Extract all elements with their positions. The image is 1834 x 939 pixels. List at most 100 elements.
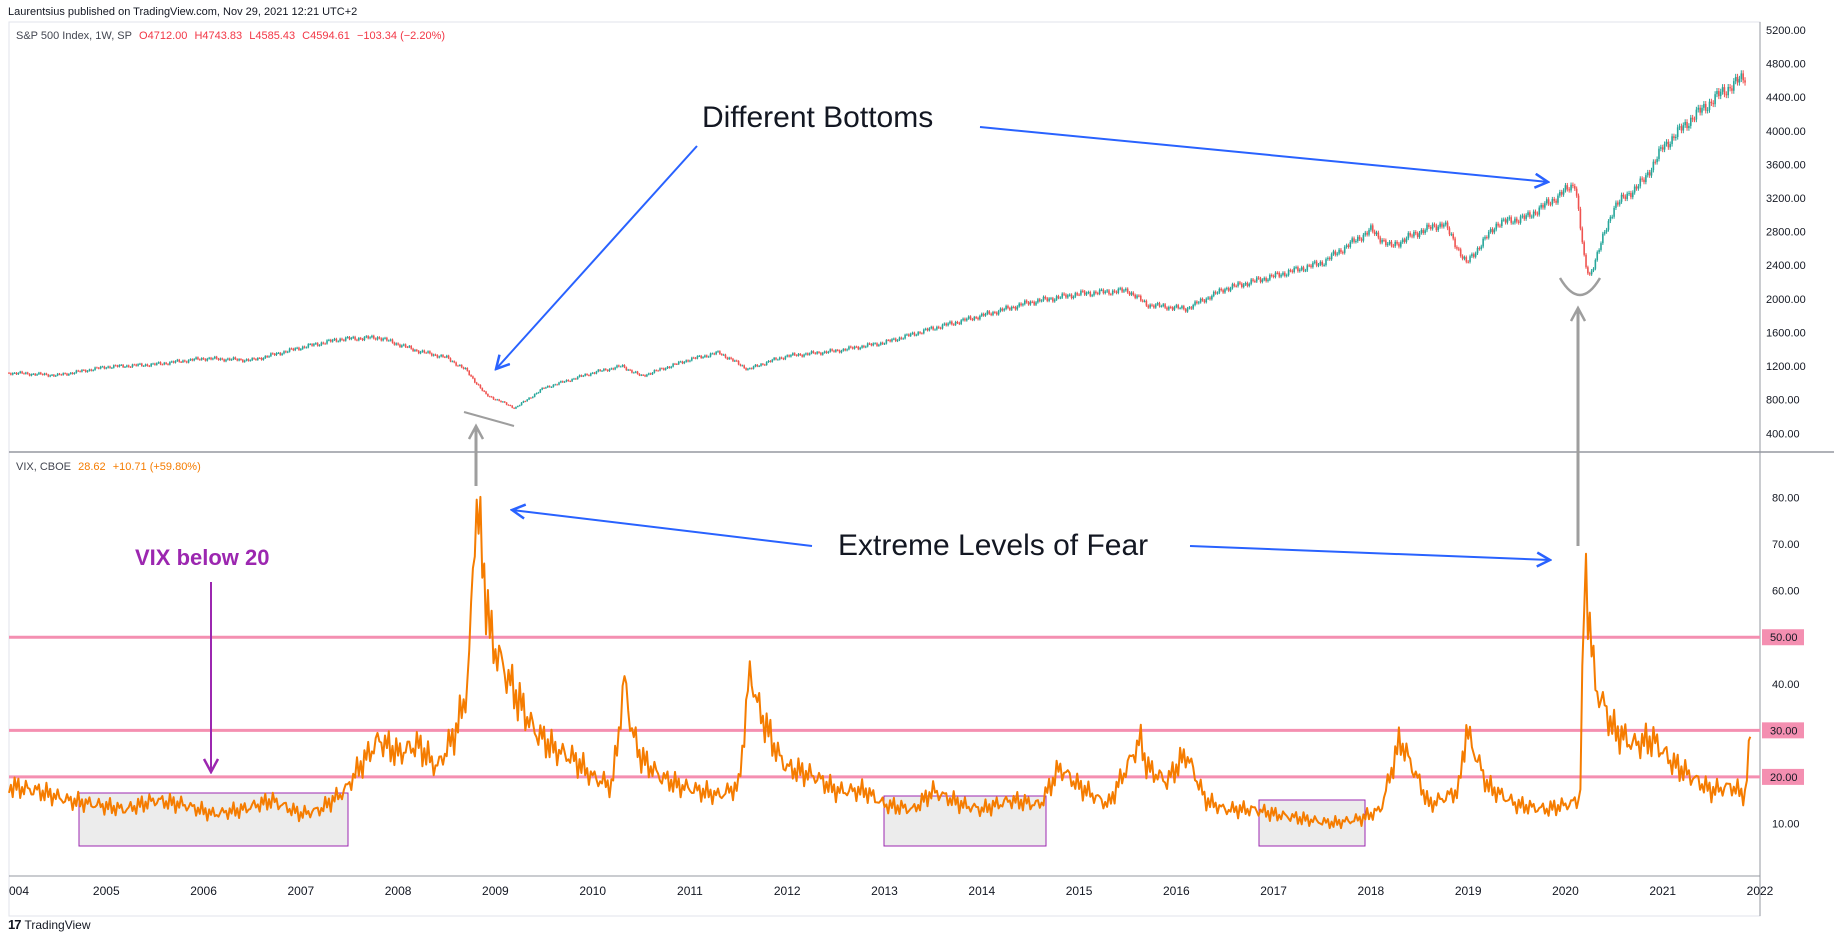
sp500-candle	[855, 346, 858, 348]
sp500-candle	[1388, 241, 1391, 244]
sp500-candle	[1029, 301, 1032, 305]
sp500-candle	[43, 373, 46, 375]
sp500-candle	[1585, 254, 1587, 268]
sp500-candle	[1555, 200, 1557, 203]
sp500-candle	[1132, 292, 1135, 295]
sp500-candle	[520, 402, 523, 406]
sp500-candle	[1721, 87, 1724, 92]
sp500-candle	[1392, 245, 1395, 247]
sp500-candle	[1428, 224, 1430, 227]
sp500-candle	[908, 334, 910, 336]
sp500-candle	[649, 373, 652, 375]
sp500-candle	[73, 372, 76, 374]
sp500-candle	[599, 369, 601, 371]
sp500-candle	[460, 365, 463, 368]
sp500-candle	[462, 367, 465, 369]
sp500-candle	[739, 364, 742, 366]
sp500-candle	[1083, 291, 1086, 295]
sp500-candles	[8, 70, 1746, 410]
sp500-candle	[1154, 304, 1157, 308]
sp500-candle	[1284, 272, 1286, 276]
sp500-candle	[1660, 147, 1662, 149]
sp500-candle	[775, 357, 777, 360]
sp500-candle	[339, 338, 341, 342]
sp500-candle	[479, 384, 482, 389]
sp500-candle	[885, 340, 888, 344]
publisher-header: Laurentsius published on TradingView.com…	[8, 6, 358, 18]
sp500-candle	[951, 321, 953, 325]
sp500-candle	[879, 342, 882, 345]
sp500-candle	[604, 368, 607, 370]
sp500-candle	[1450, 234, 1453, 236]
sp500-candle	[189, 359, 192, 361]
sp500-candle	[1527, 212, 1529, 216]
sp500-candle	[1521, 215, 1524, 217]
sp500-candle	[1609, 217, 1612, 222]
sp500-candle	[1141, 300, 1144, 302]
sp500-candle	[1024, 300, 1026, 305]
sp500-candle	[1661, 147, 1664, 150]
sp500-candle	[15, 372, 18, 375]
sp500-candle	[1368, 229, 1370, 235]
sp500-candle	[1205, 298, 1208, 303]
sp500-candle	[1349, 241, 1352, 247]
sp500-y-axis: 400.00 800.00 1200.00 1600.00 2000.00 2400.00…	[1766, 25, 1806, 440]
sp500-candle	[301, 346, 304, 349]
sp500-candle	[754, 364, 757, 367]
sp500-candle	[741, 365, 744, 367]
sp500-tick-label: 4000.00	[1766, 126, 1806, 138]
vix-tick-label: 10.00	[1772, 818, 1800, 830]
sp500-candle	[210, 357, 212, 360]
sp500-candle	[612, 368, 615, 370]
sp500-candle	[921, 333, 923, 335]
sp500-candle	[1038, 299, 1041, 302]
sp500-candle	[767, 360, 770, 363]
sp500-candle	[1139, 295, 1142, 301]
sp500-candle	[318, 345, 321, 347]
sp500-candle	[1381, 239, 1383, 243]
sp500-candle	[1493, 229, 1496, 233]
sp500-candle	[273, 353, 276, 356]
sp500-low: L4585.43	[249, 30, 296, 42]
sp500-candle	[681, 361, 684, 364]
sp500-candle	[941, 324, 944, 329]
sp500-legend: S&P 500 Index, 1W, SP O4712.00 H4743.83 …	[16, 30, 449, 42]
sp500-candle	[167, 363, 169, 365]
sp500-candle	[475, 382, 478, 385]
sp500-candle	[1560, 192, 1563, 195]
x-tick-label: 2008	[385, 884, 412, 898]
sp500-candle	[1413, 231, 1415, 237]
sp500-candle	[1356, 236, 1359, 242]
sp500-candle	[1620, 194, 1623, 202]
sp500-candle	[517, 406, 519, 408]
sp500-candle	[64, 373, 66, 375]
sp500-candle	[606, 369, 609, 372]
sp500-candle	[829, 349, 832, 352]
sp500-candle	[1334, 251, 1337, 255]
sp500-candle	[1158, 303, 1161, 307]
sp500-candle	[997, 311, 1000, 315]
sp500-candle	[1065, 294, 1067, 298]
sp500-candle	[309, 344, 311, 346]
sp500-candle	[247, 359, 250, 361]
sp500-candle	[36, 374, 38, 376]
extreme-fear-arrow-right	[1189, 545, 1550, 560]
sp500-candle	[1635, 186, 1638, 189]
sp500-candle	[423, 350, 426, 353]
sp500-candle	[803, 354, 805, 357]
sp500-candle	[994, 312, 996, 314]
sp500-candle	[1637, 186, 1640, 189]
sp500-candle	[1265, 278, 1267, 282]
sp500-candle	[979, 315, 981, 320]
sp500-candle	[279, 352, 282, 355]
sp500-candle	[505, 402, 508, 405]
sp500-candle	[1489, 229, 1492, 232]
sp500-candle	[608, 369, 611, 372]
sp500-candle	[361, 338, 364, 341]
sp500-candle	[90, 369, 93, 371]
sp500-candle	[421, 350, 424, 352]
sp500-candle	[1400, 242, 1402, 247]
sp500-candle	[243, 360, 246, 362]
sp500-candle	[964, 318, 966, 321]
